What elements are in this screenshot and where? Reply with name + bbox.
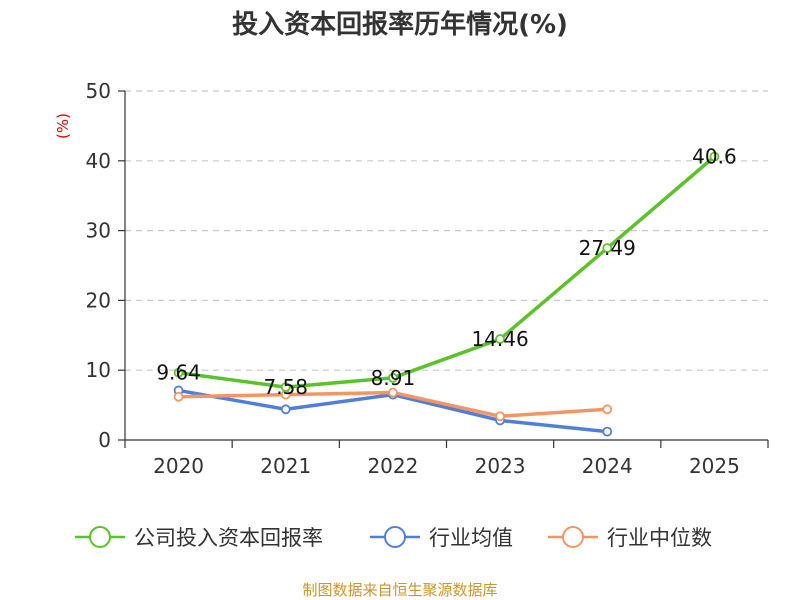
y-tick-label: 10	[86, 358, 111, 382]
source-note: 制图数据来自恒生聚源数据库	[302, 581, 497, 599]
legend-label: 公司投入资本回报率	[134, 526, 323, 550]
data-label: 9.64	[156, 361, 201, 385]
data-labels: 9.64 7.58 8.91 14.46 27.49 40.6	[156, 145, 736, 399]
series-line-0	[178, 155, 716, 389]
legend-swatch-marker	[562, 526, 584, 548]
data-point	[602, 404, 613, 415]
data-point	[173, 367, 184, 378]
legend-swatch-marker	[89, 526, 111, 548]
data-point	[495, 334, 505, 344]
data-label: 7.58	[263, 375, 308, 399]
legend-label: 行业均值	[429, 526, 513, 550]
y-tick-label: 0	[98, 428, 111, 452]
data-label: 40.6	[692, 145, 737, 169]
data-point	[495, 411, 505, 422]
x-tick-label: 2022	[367, 454, 418, 478]
y-axis-unit-label: (%)	[54, 113, 72, 139]
x-tick-label: 2024	[582, 454, 633, 478]
data-point	[388, 387, 398, 398]
legend-label: 行业中位数	[607, 526, 712, 550]
data-label: 8.91	[371, 366, 416, 390]
y-tick-label: 40	[86, 149, 111, 173]
grid-lines	[125, 90, 768, 371]
axes: 0 10 20 30 40 50 2020 2021 2022 2023 2024 2025	[86, 79, 769, 478]
y-tick-label: 50	[86, 79, 111, 103]
x-tick-label: 2023	[475, 454, 526, 478]
x-tick-label: 2021	[260, 454, 311, 478]
x-tick-label: 2025	[689, 454, 740, 478]
y-tick-label: 30	[86, 219, 111, 243]
legend: 公司投入资本回报率 行业均值 行业中位数	[75, 526, 712, 550]
data-point	[602, 426, 613, 437]
data-point	[709, 151, 720, 162]
chart-title: 投入资本回报率历年情况(%)	[232, 9, 568, 40]
data-point	[388, 372, 398, 383]
x-tick-label: 2020	[153, 454, 204, 478]
data-label: 14.46	[471, 327, 528, 351]
legend-swatch-marker	[384, 526, 406, 548]
data-label: 27.49	[579, 236, 636, 260]
series-group	[173, 151, 720, 437]
data-point	[280, 404, 291, 415]
data-point	[280, 382, 291, 392]
y-tick-label: 20	[86, 288, 111, 312]
data-point	[602, 243, 613, 254]
data-point	[173, 391, 184, 402]
